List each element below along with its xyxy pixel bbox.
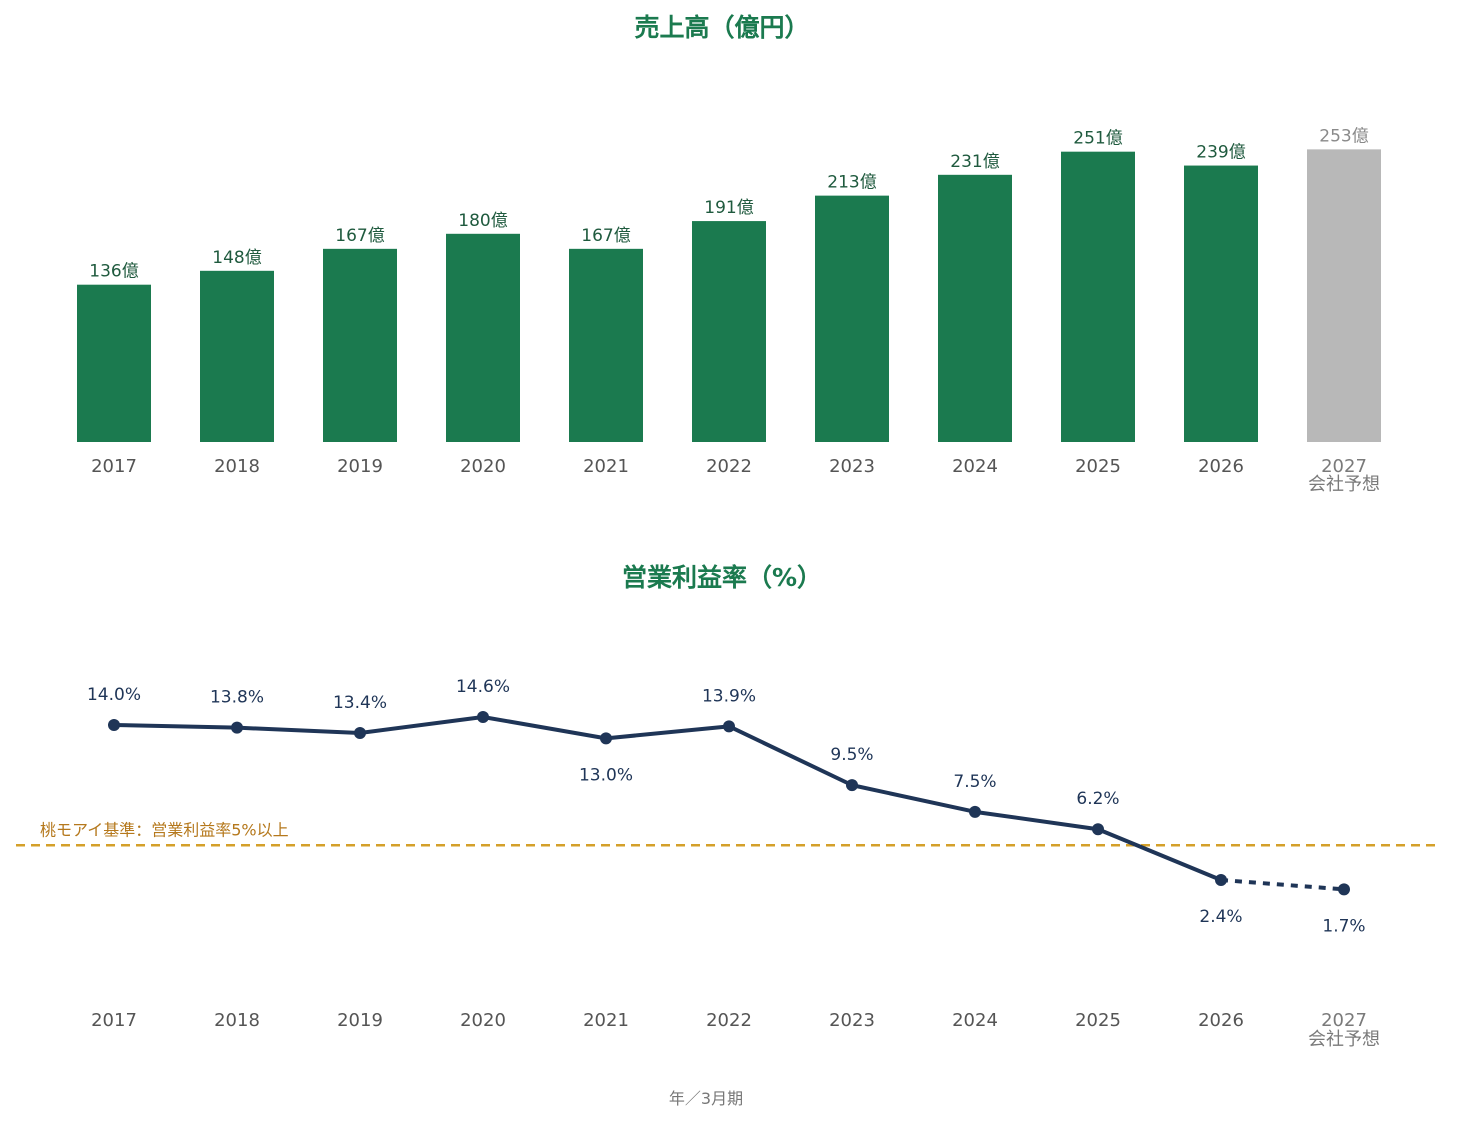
margin-x-tick-2018: 2018	[214, 1010, 260, 1031]
revenue-bar-2023	[815, 195, 889, 442]
revenue-bar-2020	[446, 233, 520, 442]
revenue-bar-2018	[200, 270, 274, 442]
revenue-bar-2017	[77, 284, 151, 442]
revenue-value-label-2027: 253億	[1319, 126, 1368, 146]
revenue-value-label-2021: 167億	[581, 226, 630, 246]
revenue-value-label-2026: 239億	[1196, 143, 1245, 163]
margin-x-tick-2017: 2017	[91, 1010, 137, 1031]
revenue-x-tick-2017: 2017	[91, 456, 137, 477]
revenue-chart-title: 売上高（億円）	[634, 13, 809, 42]
margin-point-2021	[600, 732, 612, 745]
revenue-x-tick-2021: 2021	[583, 456, 629, 477]
revenue-value-label-2022: 191億	[704, 198, 753, 218]
margin-x-tick-2027: 2027	[1321, 1010, 1367, 1031]
margin-point-2020	[477, 710, 489, 723]
revenue-value-label-2024: 231億	[950, 152, 999, 172]
margin-value-label-2019: 13.4%	[333, 693, 387, 713]
revenue-bar-2021	[569, 248, 643, 442]
revenue-bar-2022	[692, 221, 766, 442]
revenue-bar-2019	[323, 248, 397, 442]
margin-x-tick-2025: 2025	[1075, 1010, 1121, 1031]
margin-forecast-segment	[1220, 878, 1345, 892]
margin-point-2026	[1215, 874, 1227, 886]
margin-value-label-2022: 13.9%	[702, 686, 756, 706]
margin-line-chart: 桃モアイ基準：営業利益率5%以上 14.0% 2017 13.8% 2018 13.4% 2…	[16, 677, 1440, 1050]
margin-x-tick-2022: 2022	[706, 1010, 752, 1031]
revenue-value-label-2019: 167億	[335, 226, 384, 246]
margin-point-2017	[108, 719, 120, 731]
fiscal-period-note: 年／3月期	[669, 1089, 743, 1108]
revenue-x-tick-2018: 2018	[214, 456, 260, 477]
revenue-x-sublabel-2027: 会社予想	[1308, 474, 1380, 495]
margin-value-label-2020: 14.6%	[456, 677, 510, 697]
margin-x-tick-2023: 2023	[829, 1010, 875, 1031]
margin-value-label-2017: 14.0%	[87, 685, 141, 705]
revenue-x-tick-2019: 2019	[337, 456, 383, 477]
revenue-value-label-2025: 251億	[1073, 129, 1122, 149]
margin-value-label-2018: 13.8%	[210, 688, 264, 708]
reference-line-label: 桃モアイ基準：営業利益率5%以上	[40, 820, 289, 839]
margin-value-label-2025: 6.2%	[1076, 789, 1119, 809]
margin-x-tick-2024: 2024	[952, 1010, 998, 1031]
margin-x-tick-2021: 2021	[583, 1010, 629, 1031]
revenue-bar-2027	[1307, 149, 1381, 442]
revenue-bar-chart: 136億 2017 148億 2018 167億 2019 180億 2020 167億 2021…	[77, 126, 1381, 495]
margin-point-2027	[1338, 883, 1350, 896]
margin-value-label-2023: 9.5%	[830, 745, 873, 765]
revenue-value-label-2020: 180億	[458, 211, 507, 231]
margin-x-tick-2026: 2026	[1198, 1010, 1244, 1031]
revenue-x-tick-2022: 2022	[706, 456, 752, 477]
margin-x-sublabel-2027: 会社予想	[1308, 1029, 1380, 1050]
margin-point-2024	[969, 805, 981, 818]
margin-point-2023	[846, 779, 858, 792]
margin-chart-title: 営業利益率（%）	[622, 563, 822, 592]
revenue-x-tick-2026: 2026	[1198, 456, 1244, 477]
revenue-x-tick-2020: 2020	[460, 456, 506, 477]
margin-value-label-2024: 7.5%	[953, 772, 996, 792]
revenue-value-label-2018: 148億	[212, 248, 261, 268]
margin-value-label-2027: 1.7%	[1322, 916, 1365, 936]
margin-x-tick-2020: 2020	[460, 1010, 506, 1031]
margin-point-2025	[1092, 823, 1104, 836]
revenue-bar-2024	[938, 174, 1012, 442]
margin-point-2022	[723, 720, 735, 733]
margin-series-line	[113, 714, 1222, 882]
margin-value-label-2021: 13.0%	[579, 765, 633, 785]
margin-point-2019	[354, 727, 366, 740]
revenue-value-label-2017: 136億	[89, 262, 138, 282]
revenue-bar-2025	[1061, 151, 1135, 442]
revenue-x-tick-2027: 2027	[1321, 456, 1367, 477]
revenue-x-tick-2023: 2023	[829, 456, 875, 477]
revenue-x-tick-2025: 2025	[1075, 456, 1121, 477]
revenue-value-label-2023: 213億	[827, 173, 876, 193]
revenue-bar-2026	[1184, 165, 1258, 442]
margin-value-label-2026: 2.4%	[1199, 907, 1242, 927]
margin-point-2018	[231, 721, 243, 734]
margin-x-tick-2019: 2019	[337, 1010, 383, 1031]
revenue-x-tick-2024: 2024	[952, 456, 998, 477]
